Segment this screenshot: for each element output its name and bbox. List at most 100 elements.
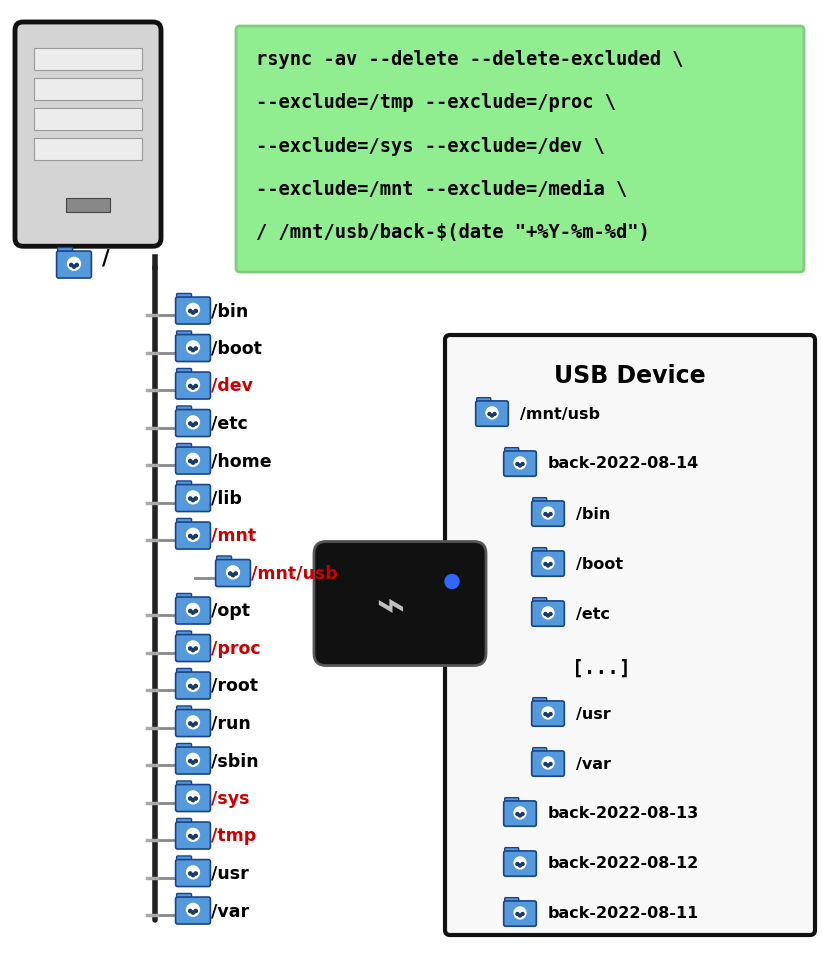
Text: /etc: /etc <box>576 607 610 621</box>
Text: --exclude=/mnt --exclude=/media \: --exclude=/mnt --exclude=/media \ <box>256 180 627 199</box>
FancyBboxPatch shape <box>504 851 536 876</box>
Circle shape <box>67 257 81 271</box>
Text: /var: /var <box>576 756 611 772</box>
Text: /etc: /etc <box>211 415 248 433</box>
Text: /proc: /proc <box>211 639 261 658</box>
Circle shape <box>514 857 526 869</box>
FancyBboxPatch shape <box>476 401 508 426</box>
FancyBboxPatch shape <box>533 698 547 705</box>
Text: /lib: /lib <box>211 490 242 508</box>
Circle shape <box>547 764 549 767</box>
FancyBboxPatch shape <box>176 485 210 512</box>
Circle shape <box>192 536 195 540</box>
Circle shape <box>192 611 195 614</box>
Circle shape <box>187 341 200 354</box>
FancyBboxPatch shape <box>177 593 192 601</box>
FancyBboxPatch shape <box>177 406 192 413</box>
Circle shape <box>194 722 197 725</box>
Circle shape <box>194 384 197 388</box>
Bar <box>34 108 142 130</box>
Text: /bin: /bin <box>211 302 248 320</box>
FancyBboxPatch shape <box>177 743 192 751</box>
FancyBboxPatch shape <box>532 501 564 526</box>
FancyBboxPatch shape <box>533 748 547 755</box>
Text: /mnt/usb: /mnt/usb <box>520 406 600 421</box>
Circle shape <box>542 707 554 719</box>
FancyBboxPatch shape <box>58 248 72 254</box>
Text: ⌁: ⌁ <box>375 584 405 632</box>
Text: /opt: /opt <box>211 602 250 620</box>
FancyBboxPatch shape <box>532 701 564 726</box>
Circle shape <box>231 573 234 577</box>
FancyBboxPatch shape <box>176 335 210 362</box>
Circle shape <box>194 421 197 425</box>
FancyBboxPatch shape <box>236 26 804 272</box>
Text: back-2022-08-14: back-2022-08-14 <box>548 457 700 471</box>
Circle shape <box>187 491 200 504</box>
Circle shape <box>488 413 491 416</box>
Text: /boot: /boot <box>576 557 623 571</box>
Circle shape <box>194 684 197 687</box>
Circle shape <box>188 497 192 500</box>
FancyBboxPatch shape <box>15 22 161 247</box>
FancyBboxPatch shape <box>177 369 192 375</box>
Circle shape <box>192 348 195 351</box>
Circle shape <box>188 684 192 687</box>
FancyBboxPatch shape <box>314 541 486 665</box>
Circle shape <box>188 759 192 762</box>
Circle shape <box>194 797 197 800</box>
Text: /: / <box>102 249 109 269</box>
Text: /sys: /sys <box>211 789 250 807</box>
Circle shape <box>544 712 547 715</box>
FancyBboxPatch shape <box>176 672 210 699</box>
Circle shape <box>547 614 549 617</box>
Circle shape <box>188 421 192 425</box>
Circle shape <box>445 574 459 588</box>
Circle shape <box>192 911 195 914</box>
Circle shape <box>188 872 192 876</box>
Text: --exclude=/sys --exclude=/dev \: --exclude=/sys --exclude=/dev \ <box>256 136 605 156</box>
Text: /bin: /bin <box>576 507 611 521</box>
Circle shape <box>549 712 552 715</box>
FancyBboxPatch shape <box>177 706 192 713</box>
Circle shape <box>187 416 200 429</box>
FancyBboxPatch shape <box>532 751 564 777</box>
FancyBboxPatch shape <box>532 551 564 576</box>
Circle shape <box>187 303 200 316</box>
Circle shape <box>187 604 200 616</box>
Text: /mnt: /mnt <box>211 527 256 545</box>
Circle shape <box>188 347 192 350</box>
Text: back-2022-08-13: back-2022-08-13 <box>548 806 700 822</box>
Circle shape <box>187 903 200 916</box>
Circle shape <box>192 836 195 839</box>
Text: /sbin: /sbin <box>211 752 259 770</box>
FancyBboxPatch shape <box>177 518 192 525</box>
Circle shape <box>194 759 197 762</box>
FancyBboxPatch shape <box>217 556 232 563</box>
FancyBboxPatch shape <box>505 848 519 854</box>
Circle shape <box>187 754 200 766</box>
FancyBboxPatch shape <box>176 297 210 324</box>
FancyBboxPatch shape <box>176 709 210 736</box>
Circle shape <box>192 311 195 314</box>
Circle shape <box>227 566 239 579</box>
Circle shape <box>187 716 200 729</box>
Text: back-2022-08-12: back-2022-08-12 <box>548 856 700 872</box>
Circle shape <box>514 457 526 468</box>
Circle shape <box>188 797 192 800</box>
FancyBboxPatch shape <box>176 897 210 924</box>
Circle shape <box>194 647 197 650</box>
FancyBboxPatch shape <box>505 898 519 904</box>
Circle shape <box>188 909 192 913</box>
FancyBboxPatch shape <box>57 252 91 278</box>
Circle shape <box>519 464 521 467</box>
Bar <box>66 199 110 212</box>
Circle shape <box>187 679 200 691</box>
Text: --exclude=/tmp --exclude=/proc \: --exclude=/tmp --exclude=/proc \ <box>256 93 616 112</box>
Circle shape <box>544 762 547 765</box>
Circle shape <box>187 641 200 654</box>
Circle shape <box>542 557 554 569</box>
Circle shape <box>187 378 200 392</box>
FancyBboxPatch shape <box>445 335 815 935</box>
Text: /dev: /dev <box>211 377 253 395</box>
